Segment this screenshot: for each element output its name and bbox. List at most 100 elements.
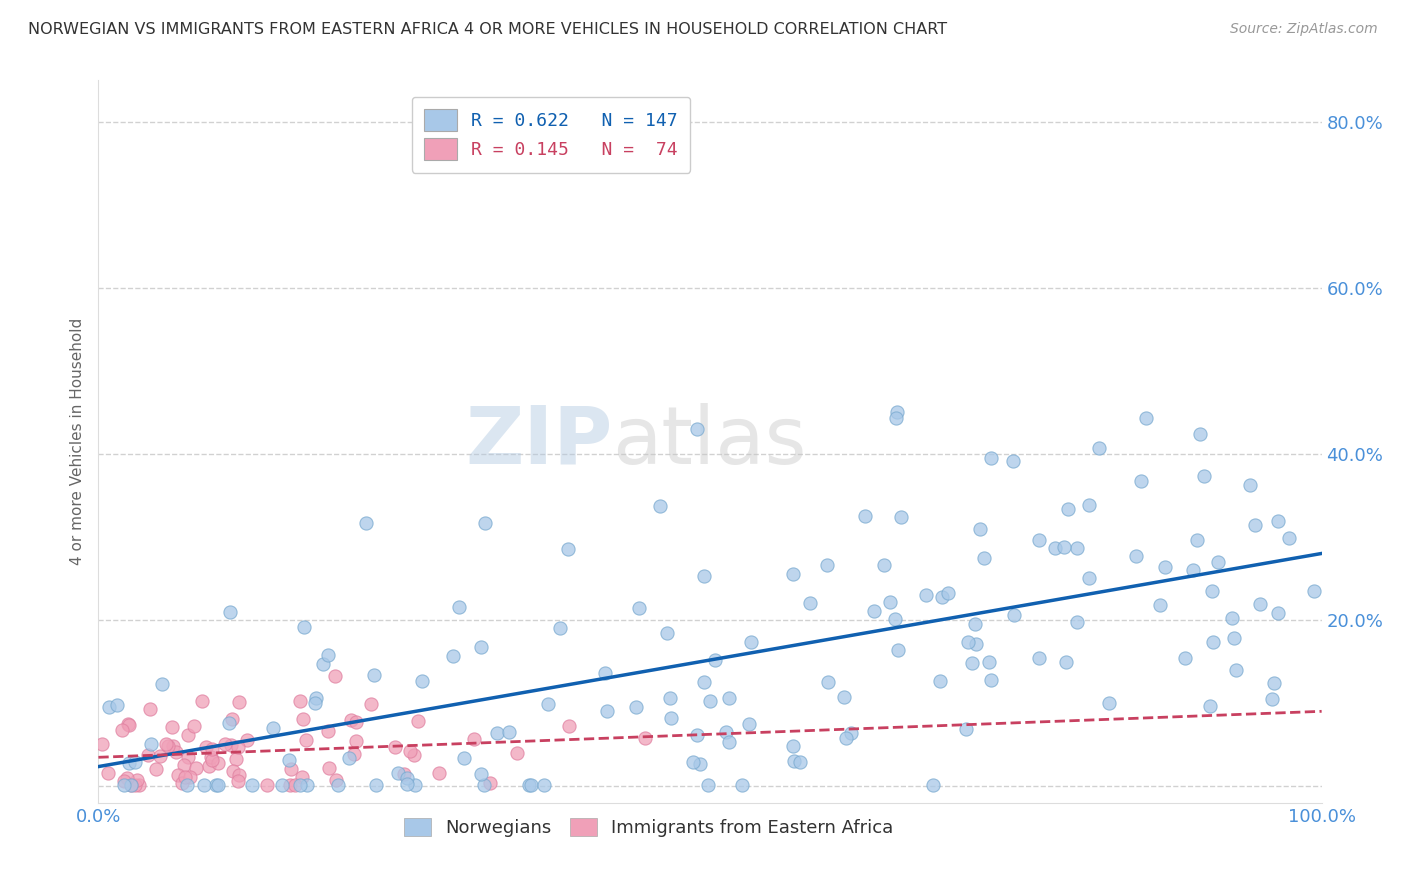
Point	[117, 716, 139, 731]
Point	[160, 720, 183, 734]
Point	[1225, 663, 1247, 677]
Point	[1188, 427, 1211, 442]
Point	[179, 770, 201, 784]
Point	[453, 751, 475, 765]
Point	[1088, 442, 1111, 456]
Point	[207, 756, 229, 771]
Point	[149, 748, 172, 763]
Point	[396, 776, 419, 790]
Point	[740, 635, 762, 649]
Point	[879, 594, 901, 608]
Point	[472, 778, 495, 792]
Point	[191, 694, 214, 708]
Point	[318, 760, 340, 774]
Point	[980, 451, 1002, 466]
Point	[479, 775, 502, 789]
Point	[628, 601, 651, 615]
Point	[316, 724, 339, 739]
Point	[284, 778, 307, 792]
Point	[1174, 651, 1197, 665]
Point	[105, 698, 128, 712]
Point	[1078, 498, 1101, 512]
Point	[117, 756, 139, 771]
Point	[548, 621, 571, 635]
Point	[965, 616, 987, 631]
Point	[226, 773, 249, 788]
Point	[136, 748, 159, 763]
Point	[184, 760, 207, 774]
Point	[1249, 598, 1271, 612]
Y-axis label: 4 or more Vehicles in Household: 4 or more Vehicles in Household	[69, 318, 84, 566]
Point	[139, 737, 162, 751]
Point	[173, 758, 195, 772]
Point	[295, 732, 318, 747]
Point	[1267, 606, 1289, 620]
Point	[228, 768, 250, 782]
Point	[290, 778, 312, 792]
Point	[398, 744, 420, 758]
Point	[1239, 478, 1261, 492]
Text: Source: ZipAtlas.com: Source: ZipAtlas.com	[1230, 22, 1378, 37]
Point	[145, 763, 167, 777]
Point	[474, 516, 496, 530]
Point	[115, 771, 138, 785]
Point	[520, 778, 543, 792]
Point	[262, 721, 284, 735]
Point	[117, 718, 139, 732]
Point	[1057, 502, 1080, 516]
Point	[533, 778, 555, 792]
Point	[634, 731, 657, 745]
Point	[1206, 555, 1229, 569]
Point	[256, 778, 278, 792]
Point	[853, 508, 876, 523]
Point	[288, 693, 311, 707]
Point	[718, 735, 741, 749]
Point	[195, 740, 218, 755]
Point	[404, 778, 426, 792]
Point	[697, 778, 720, 792]
Point	[201, 741, 224, 756]
Point	[1043, 541, 1066, 555]
Point	[839, 726, 862, 740]
Point	[173, 770, 195, 784]
Point	[155, 737, 177, 751]
Point	[112, 773, 135, 788]
Point	[340, 713, 363, 727]
Point	[392, 766, 415, 780]
Point	[1135, 411, 1157, 425]
Point	[659, 710, 682, 724]
Point	[682, 755, 704, 769]
Point	[965, 637, 987, 651]
Point	[1053, 540, 1076, 554]
Point	[593, 665, 616, 680]
Point	[124, 778, 146, 792]
Point	[165, 746, 187, 760]
Point	[699, 694, 721, 708]
Point	[1130, 474, 1153, 488]
Point	[689, 757, 711, 772]
Point	[835, 731, 858, 745]
Point	[1149, 598, 1171, 612]
Point	[214, 738, 236, 752]
Point	[170, 776, 193, 790]
Point	[316, 648, 339, 662]
Point	[120, 778, 142, 792]
Point	[325, 772, 347, 787]
Point	[931, 590, 953, 604]
Point	[789, 755, 811, 769]
Point	[703, 653, 725, 667]
Point	[1185, 533, 1208, 547]
Point	[915, 588, 938, 602]
Point	[447, 600, 470, 615]
Point	[323, 669, 346, 683]
Point	[928, 673, 950, 688]
Point	[406, 714, 429, 728]
Text: NORWEGIAN VS IMMIGRANTS FROM EASTERN AFRICA 4 OR MORE VEHICLES IN HOUSEHOLD CORR: NORWEGIAN VS IMMIGRANTS FROM EASTERN AFR…	[28, 22, 948, 37]
Point	[1202, 634, 1225, 648]
Point	[1201, 584, 1223, 599]
Point	[783, 755, 806, 769]
Legend: Norwegians, Immigrants from Eastern Africa: Norwegians, Immigrants from Eastern Afri…	[396, 811, 901, 845]
Point	[225, 752, 247, 766]
Point	[441, 648, 464, 663]
Point	[1125, 549, 1147, 563]
